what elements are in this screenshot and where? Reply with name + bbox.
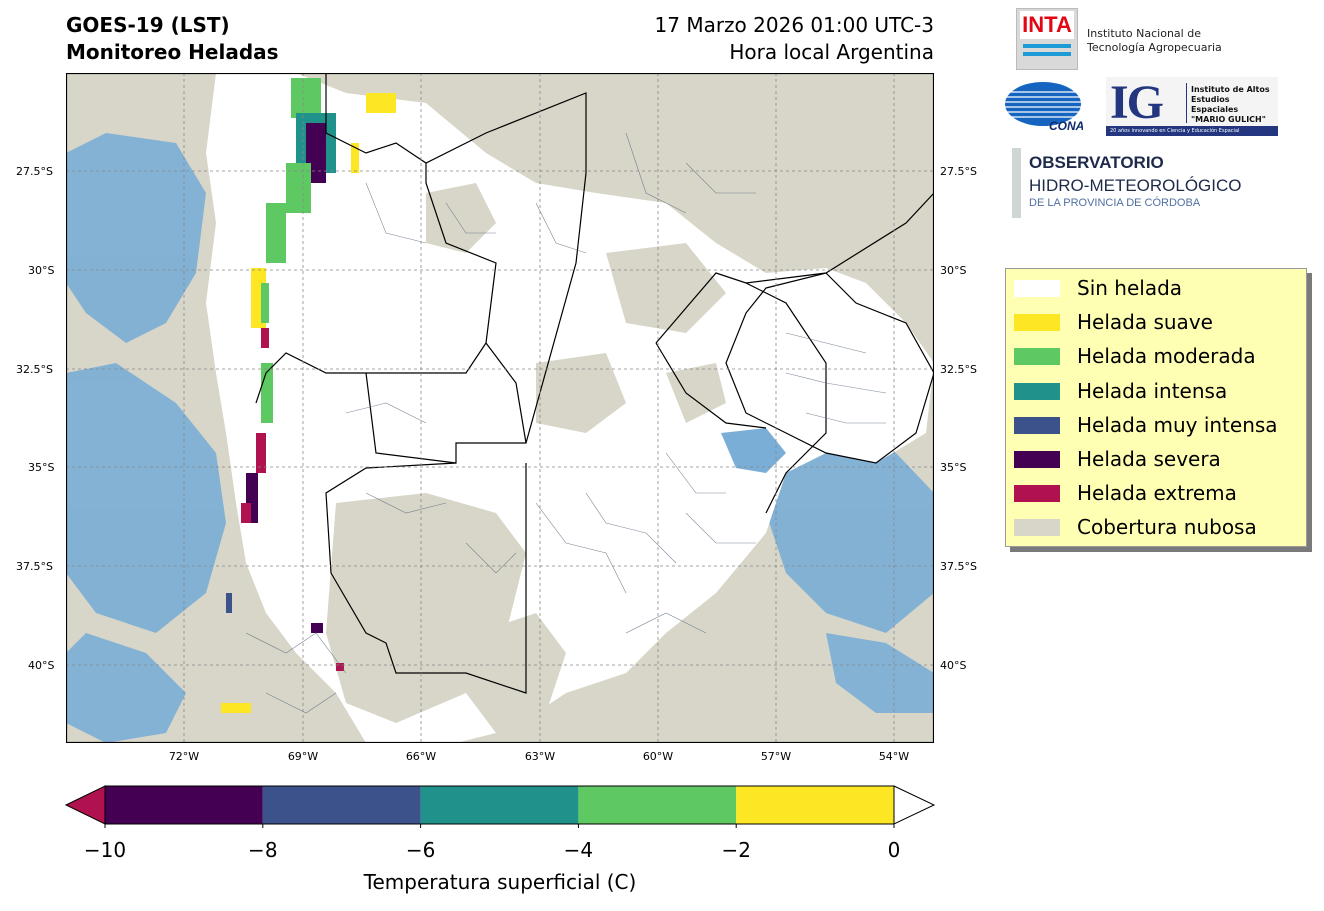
colorbar-bin [105,786,263,824]
colorbar-bin [578,786,737,824]
department-lines [245,132,887,714]
colorbar-label: Temperatura superficial (C) [363,870,637,894]
legend-item: Helada severa [1014,446,1304,472]
title-line-1: GOES-19 (LST) [66,13,230,37]
frost-andes [221,78,396,713]
ig-text-line-3: "MARIO GULICH" [1191,115,1266,124]
lon-label: 72°W [168,750,200,763]
inta-logo-stripe [1023,44,1071,48]
inta-name: Instituto Nacional de Tecnología Agropec… [1087,27,1222,55]
inta-logo-stripe [1023,52,1071,56]
legend-item: Helada intensa [1014,378,1304,404]
legend-label: Helada suave [1077,310,1213,335]
ig-institute-name: Instituto de Altos Estudios Espaciales "… [1191,85,1278,125]
legend-label: Sin helada [1077,276,1183,300]
date-line-1: 17 Marzo 2026 01:00 UTC-3 [654,13,934,37]
lat-label-right: 32.5°S [940,363,977,376]
lat-label-right: 35°S [940,461,967,474]
ocean-areas [66,133,934,743]
colorbar-bin [736,786,894,824]
date-header: 17 Marzo 2026 01:00 UTC-3 Hora local Arg… [655,12,934,66]
lat-label-left: 30°S [28,264,55,277]
lon-label: 63°W [524,750,556,763]
colorbar-bin [420,786,579,824]
colorbar-over-extension [893,785,936,825]
observatorio-title: OBSERVATORIO [1029,153,1164,172]
ig-logo: IG Instituto de Altos Estudios Espaciale… [1106,76,1278,136]
legend-item: Sin helada [1014,275,1304,301]
colorbar-tick-label: −10 [83,838,127,862]
ig-letters: IG [1110,76,1164,129]
observatorio-bar [1012,148,1021,218]
lon-label: 60°W [642,750,674,763]
date-line-2: Hora local Argentina [729,40,934,64]
gridlines [66,73,934,743]
lat-label-left: 27.5°S [16,165,53,178]
legend-swatch [1014,416,1060,434]
legend-swatch [1014,451,1060,468]
title-line-2: Monitoreo Heladas [66,40,279,64]
legend-swatch [1014,280,1060,297]
colorbar-under-extension [64,785,106,825]
province-borders [255,73,934,694]
lon-label: 66°W [405,750,437,763]
lon-label: 57°W [760,750,792,763]
colorbar-tick-label: 0 [887,838,901,862]
colorbar-tick-label: −6 [405,838,436,862]
conae-text: CONAE [1049,119,1083,132]
lat-label-left: 35°S [28,461,55,474]
rio-de-la-plata [721,428,786,473]
lon-label: 54°W [878,750,910,763]
legend-swatch [1014,485,1060,503]
lat-label-left: 37.5°S [16,560,53,573]
legend-swatch [1014,519,1060,537]
inta-logo-mark: INTA [1020,11,1074,39]
colorbar [64,785,936,828]
legend-item: Helada extrema [1014,480,1304,506]
map-border [66,73,934,743]
legend-label: Cobertura nubosa [1077,515,1257,540]
lat-label-right: 27.5°S [940,165,977,178]
inta-name-line-1: Instituto Nacional de [1087,27,1201,40]
lat-label-left: 40°S [28,659,55,672]
colorbar-bin [262,786,421,824]
legend-swatch [1014,314,1060,332]
lat-label-left: 32.5°S [16,363,53,376]
legend-swatch [1014,382,1060,400]
colorbar-tick-label: −2 [721,838,751,862]
legend-item: Helada suave [1014,309,1304,335]
lat-label-right: 30°S [940,264,967,277]
legend-item: Helada moderada [1014,343,1304,369]
ig-text-line-2: Estudios Espaciales [1191,95,1239,114]
legend-label: Helada severa [1077,447,1221,471]
observatorio-province: DE LA PROVINCIA DE CÓRDOBA [1029,197,1201,209]
legend-label: Helada muy intensa [1077,412,1278,437]
conae-logo: CONAE [1005,82,1083,132]
ig-separator [1186,83,1187,123]
lat-label-right: 37.5°S [940,560,977,573]
legend-label: Helada moderada [1077,344,1256,369]
frost-map[interactable] [66,73,934,743]
lat-label-right: 40°S [940,659,967,672]
legend-swatch [1014,348,1060,366]
colorbar-tick-label: −8 [248,838,278,862]
map-title: GOES-19 (LST) Monitoreo Heladas [66,12,279,66]
ig-strip: 20 años innovando en Ciencia y Educación… [1106,126,1278,136]
lon-label: 69°W [287,750,319,763]
inta-logo: INTA [1016,8,1078,70]
legend-item: Cobertura nubosa [1014,514,1304,540]
colorbar-tick-label: −4 [563,838,594,862]
legend: Sin helada Helada suave Helada moderada Hel… [1005,268,1307,547]
legend-label: Helada intensa [1077,378,1228,403]
colorbar-frame [104,785,895,825]
legend-label: Helada extrema [1077,481,1237,506]
inta-name-line-2: Tecnología Agropecuaria [1087,41,1222,54]
cloud-patches [326,103,916,733]
ig-text-line-1: Instituto de Altos [1191,85,1270,94]
observatorio-subtitle: HIDRO-METEOROLÓGICO [1029,176,1242,195]
legend-item: Helada muy intensa [1014,412,1304,438]
